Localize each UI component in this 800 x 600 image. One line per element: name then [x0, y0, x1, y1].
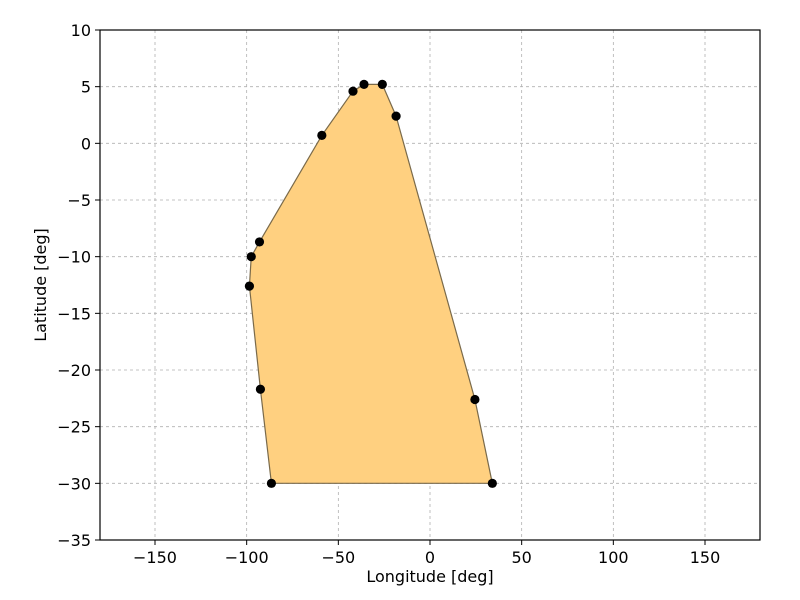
x-tick-label: −50 — [321, 548, 355, 567]
data-point — [377, 79, 387, 89]
data-point — [348, 86, 358, 96]
data-point — [266, 478, 277, 488]
data-point — [246, 252, 256, 262]
y-tick-label: −15 — [57, 304, 91, 323]
x-tick-label: 0 — [425, 548, 435, 567]
data-points-layer — [244, 79, 497, 488]
data-point — [317, 130, 327, 140]
data-point — [254, 237, 265, 247]
data-point — [487, 478, 497, 488]
y-tick-label: 0 — [81, 134, 91, 153]
y-tick-label: −10 — [57, 248, 91, 267]
y-axis-label: Latitude [deg] — [31, 228, 50, 342]
x-axis-ticks: −150 −100 −50 0 50 100 150 — [133, 540, 720, 567]
x-tick-label: 50 — [511, 548, 531, 567]
y-tick-label: −5 — [67, 191, 91, 210]
x-tick-label: 150 — [690, 548, 721, 567]
region-polygon — [248, 83, 494, 484]
data-point — [359, 79, 369, 89]
y-axis-ticks: 10 5 0 −5 −10 −15 −20 −25 −30 −35 — [57, 21, 100, 550]
x-axis-label: Longitude [deg] — [366, 567, 493, 586]
region-polygon-layer — [248, 83, 494, 484]
y-tick-label: −25 — [57, 418, 91, 437]
y-tick-label: −35 — [57, 531, 91, 550]
y-tick-label: −30 — [57, 474, 91, 493]
y-tick-label: 10 — [71, 21, 91, 40]
data-point — [470, 394, 480, 405]
y-tick-label: −20 — [57, 361, 91, 380]
data-point — [255, 384, 266, 394]
x-tick-label: −150 — [133, 548, 177, 567]
x-tick-label: 100 — [598, 548, 629, 567]
data-point — [244, 281, 255, 291]
data-point — [391, 111, 401, 121]
x-tick-label: −100 — [225, 548, 269, 567]
y-tick-label: 5 — [81, 78, 91, 97]
